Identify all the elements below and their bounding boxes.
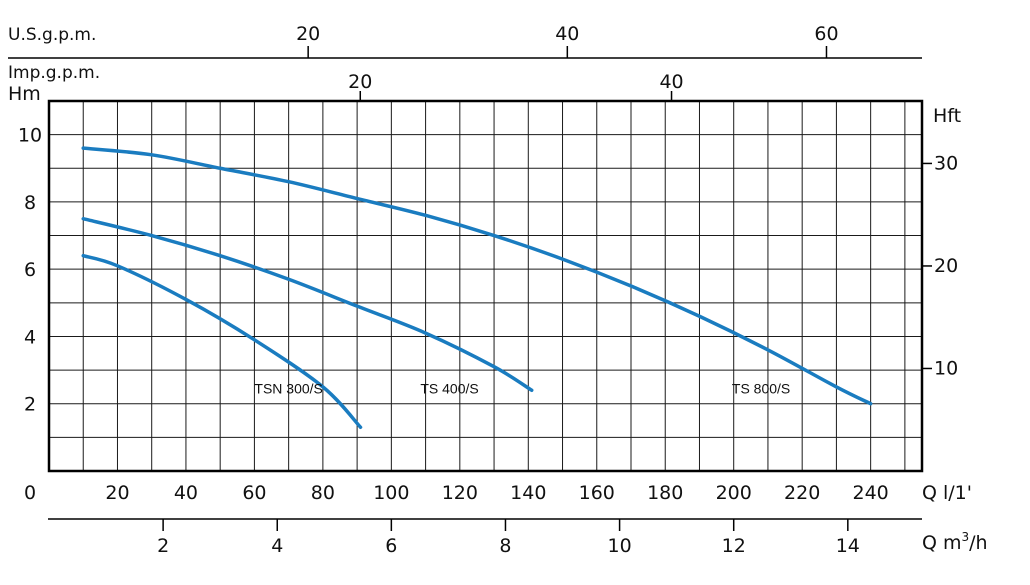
q-m3h-tick-label: 2: [157, 535, 169, 557]
q-lmin-tick-label: 220: [784, 482, 820, 504]
q-m3h-tick-label: 12: [722, 535, 746, 557]
q-m3h-axis: 2 4 6 8 10 12 14 Q m3/h: [48, 518, 988, 557]
hm-tick-label: 10: [18, 125, 42, 147]
series-labels: TSN 300/S TS 400/S TS 800/S: [254, 381, 790, 397]
imp-gpm-tick-label: 40: [659, 71, 683, 93]
head-m-axis-label: Hm: [8, 83, 41, 105]
q-m3h-label-suffix: /h: [969, 532, 987, 554]
hft-tick-label: 20: [934, 255, 958, 277]
q-lmin-tick-label: 120: [442, 482, 478, 504]
q-m3h-tick-label: 6: [385, 535, 397, 557]
series-label-ts-800-s: TS 800/S: [732, 381, 790, 397]
q-lmin-origin-label: 0: [24, 482, 36, 504]
us-gpm-tick-label: 40: [555, 23, 579, 45]
q-lmin-axis-label: Q l/1': [922, 482, 972, 504]
us-gpm-tick-label: 20: [296, 23, 320, 45]
grid: [49, 101, 922, 471]
q-lmin-tick-label: 160: [579, 482, 615, 504]
q-lmin-tick-label: 80: [311, 482, 335, 504]
q-m3h-label-prefix: Q m: [922, 532, 962, 554]
hm-tick-label: 8: [24, 192, 36, 214]
q-m3h-tick-label: 8: [499, 535, 511, 557]
q-m3h-tick-label: 14: [836, 535, 860, 557]
hm-tick-label: 4: [24, 326, 36, 348]
q-lmin-tick-label: 180: [647, 482, 683, 504]
series-label-ts-400-s: TS 400/S: [420, 381, 478, 397]
us-gpm-ticks: 20 40 60: [296, 23, 839, 58]
us-gpm-tick-label: 60: [814, 23, 838, 45]
q-m3h-label-sup: 3: [962, 530, 970, 544]
hft-tick-label: 10: [934, 357, 958, 379]
q-lmin-tick-label: 200: [716, 482, 752, 504]
head-ft-axis-label: Hft: [933, 105, 961, 127]
q-lmin-tick-label: 20: [105, 482, 129, 504]
curve-ts-800-s: [81, 146, 873, 406]
q-lmin-tick-label: 60: [242, 482, 266, 504]
head-ft-ticks: 10 20 30: [922, 152, 958, 379]
curve-ts-400-s: [81, 216, 534, 393]
hft-tick-label: 30: [934, 152, 958, 174]
q-m3h-tick-label: 10: [607, 535, 631, 557]
curve-tsn-300-s: [81, 253, 363, 430]
us-gpm-axis: U.S.g.p.m. 20 40 60: [8, 23, 922, 59]
q-m3h-axis-label: Q m3/h: [922, 530, 988, 554]
hm-tick-label: 6: [24, 259, 36, 281]
head-ft-axis: Hft 10 20 30: [922, 105, 961, 379]
imp-gpm-axis-label: Imp.g.p.m.: [8, 63, 100, 83]
q-lmin-tick-label: 100: [373, 482, 409, 504]
us-gpm-axis-label: U.S.g.p.m.: [8, 25, 96, 45]
imp-gpm-ticks: 20 40: [348, 71, 684, 101]
q-lmin-tick-label: 240: [853, 482, 889, 504]
q-lmin-tick-label: 40: [174, 482, 198, 504]
series-label-tsn-300-s: TSN 300/S: [254, 381, 322, 397]
imp-gpm-tick-label: 20: [348, 71, 372, 93]
plot-border: [47, 99, 924, 473]
imp-gpm-axis: Imp.g.p.m. 20 40: [8, 63, 684, 101]
q-lmin-ticks: 20 40 60 80 100 120 140 160 180 200 220 240: [105, 482, 888, 504]
hm-tick-label: 2: [24, 394, 36, 416]
pump-curves: [81, 146, 873, 430]
q-m3h-ticks: 2 4 6 8 10 12 14: [157, 519, 860, 557]
plot-frame: [47, 99, 924, 473]
q-lmin-axis: 0 20 40 60 80 100 120 140 160 180 200 220 240 Q l/1…: [24, 482, 972, 504]
head-m-axis: Hm 2 4 6 8 10: [8, 83, 42, 416]
head-m-ticks: 2 4 6 8 10: [18, 125, 42, 416]
q-lmin-tick-label: 140: [510, 482, 546, 504]
q-m3h-tick-label: 4: [271, 535, 283, 557]
